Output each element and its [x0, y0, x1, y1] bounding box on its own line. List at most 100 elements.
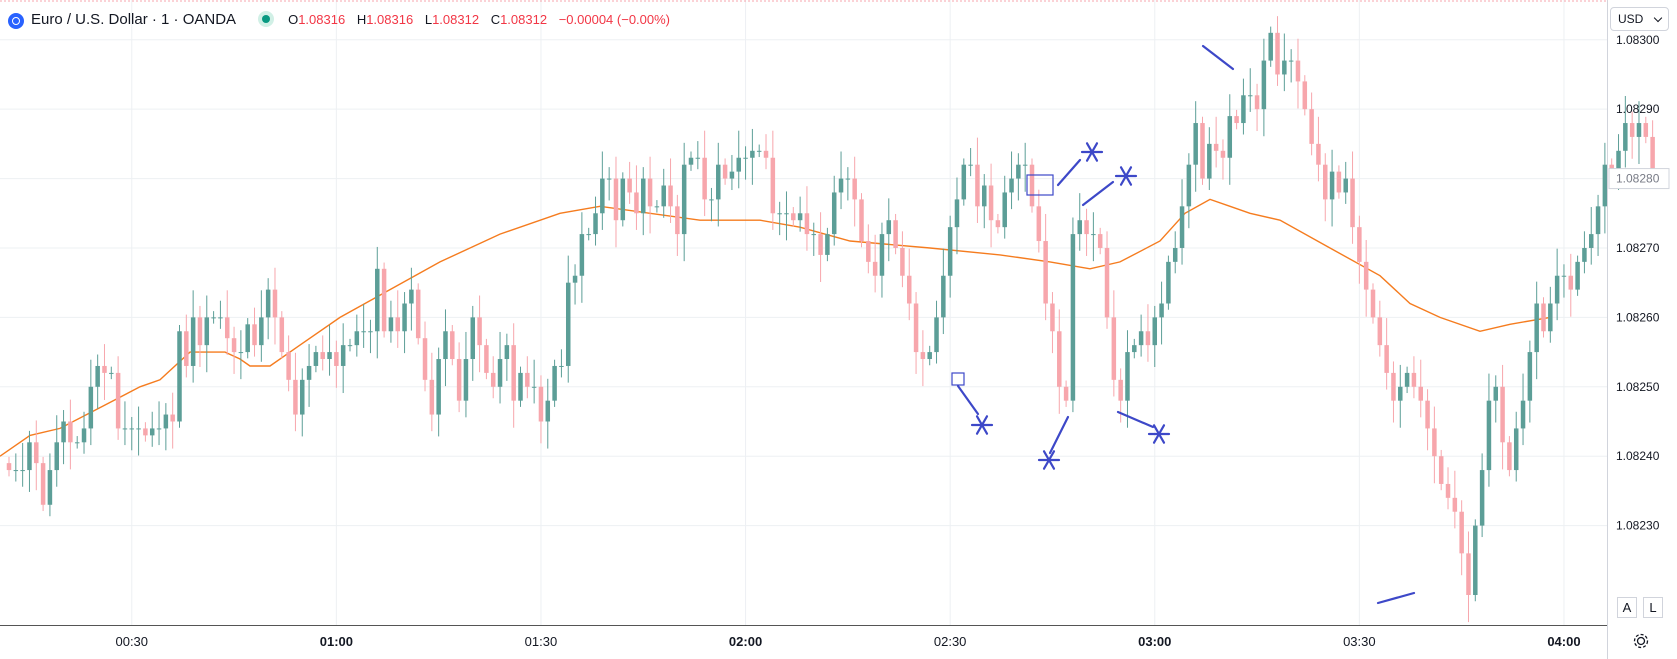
candle-body [1145, 331, 1151, 346]
symbol-title[interactable]: Euro / U.S. Dollar · 1 · OANDA [31, 10, 237, 28]
candle-body [156, 428, 162, 430]
candle-body [1384, 345, 1389, 373]
candle-body [1473, 525, 1478, 595]
euro-flag-icon [8, 13, 24, 29]
candle-body [1227, 116, 1233, 158]
candle-body [1527, 352, 1533, 401]
candle-body [381, 268, 387, 332]
candle-body [1595, 206, 1601, 235]
candle-body [1541, 303, 1546, 332]
candle-body [1254, 95, 1260, 110]
candle-body [1063, 386, 1069, 401]
candle-body [647, 178, 653, 207]
price-tick-label: 1.08260 [1616, 310, 1660, 324]
candle-body [1016, 164, 1021, 179]
candle-body [265, 289, 271, 318]
candle-body [756, 150, 762, 152]
candle-body [1350, 178, 1355, 228]
candle-body [245, 324, 250, 353]
candle-body [334, 352, 339, 366]
candle-body [654, 206, 660, 208]
candle-body [456, 359, 462, 401]
chart-legend: Euro / U.S. Dollar · 1 · OANDA O1.08316 … [8, 9, 670, 29]
candle-body [286, 352, 291, 380]
candle-body [1207, 143, 1212, 179]
candle-body [627, 178, 632, 193]
candle-body [1357, 227, 1362, 262]
candle-body [934, 317, 939, 353]
candle-body [1213, 143, 1219, 151]
price-tick-label: 1.08250 [1616, 380, 1660, 394]
candle-body [1650, 136, 1655, 172]
asterisk-mark [1037, 450, 1061, 470]
candle-body [565, 282, 571, 366]
candle-body [259, 317, 264, 346]
candle-body [1486, 400, 1492, 471]
candle-body [224, 317, 230, 339]
candle-body [402, 303, 407, 332]
candle-body [1316, 143, 1321, 165]
candle-body [1479, 470, 1485, 526]
candle-body [177, 331, 182, 422]
candle-body [504, 345, 510, 360]
ohlc-values: O1.08316 H1.08316 L1.08312 C1.08312 −0.0… [288, 11, 671, 27]
candle-body [293, 379, 298, 415]
candle-body [634, 192, 639, 214]
candle-body [620, 178, 626, 221]
candle-body [525, 372, 530, 387]
candle-body [1466, 553, 1471, 595]
candle-body [218, 317, 223, 319]
price-tick-label: 1.08270 [1616, 241, 1660, 255]
candle-body [913, 303, 919, 353]
time-tick-label: 03:30 [1343, 634, 1376, 649]
candle-body [872, 261, 878, 276]
auto-scale-button[interactable]: A [1617, 597, 1637, 618]
candle-body [1247, 95, 1253, 97]
candle-body [920, 352, 926, 360]
trend-line [1048, 415, 1070, 455]
candle-body [579, 234, 585, 276]
candle-body [1548, 303, 1553, 332]
candle-body [954, 199, 960, 228]
candle-body [593, 213, 598, 235]
candle-body [1166, 261, 1171, 304]
candle-body [1602, 164, 1608, 207]
candle-body [1009, 178, 1014, 193]
candle-body [184, 331, 189, 366]
trend-line [1376, 591, 1416, 605]
candle-body [743, 157, 748, 159]
candle-body [20, 470, 25, 472]
candle-body [1261, 60, 1267, 110]
candle-body [606, 178, 612, 180]
candle-body [1493, 386, 1499, 401]
candle-body [1111, 317, 1117, 380]
candle-body [1568, 275, 1574, 290]
user-drawings [951, 44, 1416, 605]
candle-body [238, 352, 244, 354]
candle-body [675, 206, 680, 235]
candle-body [115, 372, 121, 429]
candle-body [1309, 109, 1314, 144]
candle-body [1036, 206, 1042, 242]
candle-body [204, 317, 210, 346]
time-tick-label: 02:30 [934, 634, 967, 649]
log-scale-button[interactable]: L [1643, 597, 1663, 618]
candle-body [1513, 428, 1519, 471]
currency-selector[interactable]: USD [1610, 7, 1669, 31]
candle-body [1193, 123, 1198, 165]
candle-body [279, 317, 285, 353]
candle-body [34, 442, 39, 464]
trend-line [1116, 410, 1155, 429]
asterisk-mark [1114, 166, 1138, 186]
settings-gear-icon[interactable] [1632, 632, 1650, 650]
price-tick-label: 1.08230 [1616, 519, 1660, 533]
candle-body [845, 178, 851, 180]
candle-body [1084, 220, 1089, 235]
candle-body [1104, 247, 1110, 318]
candle-body [95, 365, 100, 387]
candle-body [1029, 164, 1035, 207]
candle-body [1091, 234, 1096, 236]
candle-body [313, 352, 319, 366]
candle-body [1561, 275, 1567, 277]
